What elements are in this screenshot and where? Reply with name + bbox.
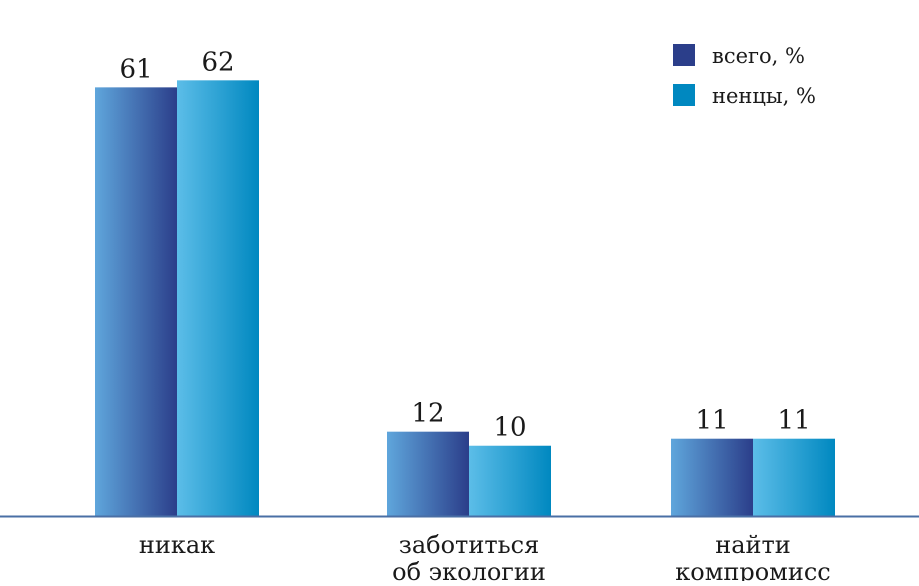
value-label-2-series-2: 10 [493,413,526,443]
value-labels-group: 61 62 12 10 11 11 [119,47,810,442]
category-label-1: никак [139,531,215,559]
legend-label-2: ненцы, % [712,84,816,108]
category-label-2-line-2: об экологии [392,558,546,581]
category-label-3-line-2: компромисс [675,558,830,581]
bar-3-series-1 [671,438,753,516]
value-label-2-series-1: 12 [411,399,444,429]
bar-1-series-1 [95,87,177,516]
bar-2-series-1 [387,431,469,516]
bar-1-series-2 [177,80,259,516]
legend-swatch-2 [673,84,695,106]
bars-group [95,80,835,516]
value-label-1-series-2: 62 [201,47,234,77]
bar-3-series-2 [753,438,835,516]
bar-2-series-2 [469,445,551,516]
legend-swatch-1 [673,44,695,66]
value-label-3-series-1: 11 [695,406,728,436]
category-label-2-line-1: заботиться [399,531,540,559]
value-label-1-series-1: 61 [119,54,152,84]
legend-label-1: всего, % [712,44,805,68]
category-label-3-line-1: найти [715,531,791,559]
value-label-3-series-2: 11 [777,406,810,436]
legend: всего, % ненцы, % [673,44,816,108]
